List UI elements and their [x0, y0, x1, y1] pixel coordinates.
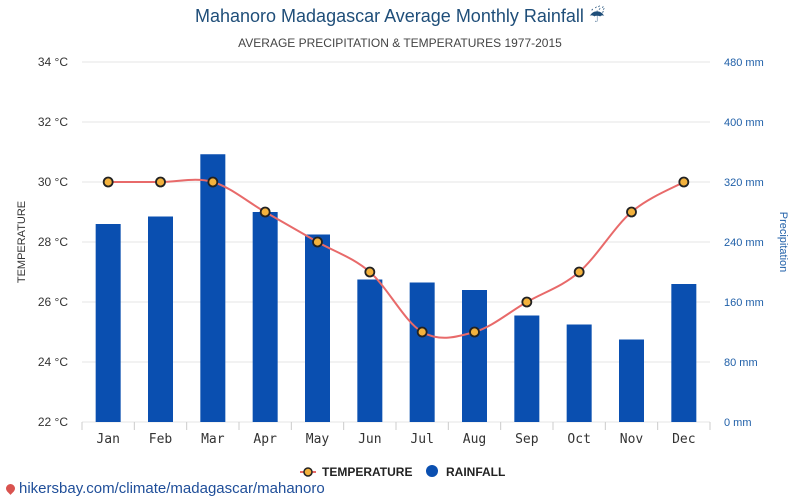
x-tick-label: Dec [672, 432, 695, 447]
source-link-text: hikersbay.com/climate/madagascar/mahanor… [19, 480, 325, 497]
legend-item-temperature[interactable]: TEMPERATURE [300, 465, 412, 479]
rainfall-bar [514, 315, 540, 422]
legend-marker-swatch [303, 467, 313, 477]
rainfall-bar [409, 282, 435, 422]
temperature-point [102, 176, 114, 188]
x-tick-label: Oct [567, 432, 590, 447]
y-axis-right-label: Precipitation [777, 212, 789, 273]
y-left-tick-label: 28 °C [38, 235, 68, 249]
rainfall-bar [200, 154, 226, 422]
temperature-point [155, 176, 166, 188]
temperature-point [207, 176, 219, 188]
rainfall-bar [619, 339, 644, 422]
rainfall-bar [305, 234, 330, 422]
y-left-tick-label: 30 °C [38, 175, 68, 189]
temperature-point [469, 326, 480, 338]
rainfall-bar [95, 224, 121, 422]
temperature-markers [102, 176, 690, 338]
y-axis-left-label: TEMPERATURE [16, 201, 28, 283]
x-tick-label: Jun [358, 432, 381, 447]
source-link[interactable]: hikersbay.com/climate/madagascar/mahanor… [4, 480, 325, 497]
x-tick-label: Feb [149, 432, 173, 447]
y-right-tick-label: 80 mm [724, 357, 758, 369]
y-right-tick-label: 400 mm [724, 117, 764, 129]
map-pin-icon [4, 482, 17, 495]
x-tick-label: Sep [515, 432, 539, 447]
rainfall-bar [566, 324, 592, 422]
rainfall-bar [252, 212, 278, 422]
y-left-tick-label: 22 °C [38, 415, 68, 429]
y-right-tick-label: 480 mm [724, 57, 764, 69]
y-right-tick-label: 320 mm [724, 177, 764, 189]
y-left-tick-label: 26 °C [38, 295, 68, 309]
legend-label-rainfall: RAINFALL [446, 465, 505, 479]
y-right-tick-label: 160 mm [724, 297, 764, 309]
axis-ticks: 22 °C 0 mm 24 °C 80 mm 26 °C 160 mm 28 °C 240 m… [38, 55, 764, 447]
temperature-point [678, 176, 690, 188]
x-tick-label: Jan [96, 432, 119, 447]
legend-item-rainfall[interactable]: RAINFALL [426, 465, 505, 479]
x-tick-label: Mar [201, 432, 225, 447]
rainfall-bar [148, 216, 173, 422]
legend-label-temperature: TEMPERATURE [322, 465, 412, 479]
x-tick-label: Nov [620, 432, 644, 447]
temperature-point [259, 206, 271, 218]
rainfall-bars [95, 154, 697, 422]
legend[interactable]: TEMPERATURE RAINFALL [300, 465, 505, 479]
chart-title: Mahanoro Madagascar Average Monthly Rain… [194, 6, 606, 26]
y-right-tick-label: 240 mm [724, 237, 764, 249]
x-tick-label: Apr [253, 432, 277, 447]
temperature-point [416, 326, 428, 338]
rainfall-bar [357, 279, 383, 422]
grid-layer [81, 61, 711, 430]
y-left-tick-label: 34 °C [38, 55, 68, 69]
temperature-line [108, 178, 685, 339]
rainfall-bar [671, 284, 697, 422]
chart-subtitle: AVERAGE PRECIPITATION & TEMPERATURES 197… [238, 36, 562, 50]
y-left-tick-label: 32 °C [38, 115, 68, 129]
temperature-point [626, 206, 637, 218]
x-tick-label: Aug [463, 432, 486, 447]
x-tick-label: May [306, 432, 330, 447]
temperature-point [364, 266, 376, 278]
y-right-tick-label: 0 mm [724, 417, 752, 429]
legend-bar-swatch [426, 465, 438, 477]
x-tick-label: Jul [410, 432, 433, 447]
y-left-tick-label: 24 °C [38, 355, 68, 369]
temperature-point [521, 296, 533, 308]
rainfall-bar [462, 290, 487, 422]
temperature-point [573, 266, 585, 278]
temperature-point [312, 236, 323, 248]
